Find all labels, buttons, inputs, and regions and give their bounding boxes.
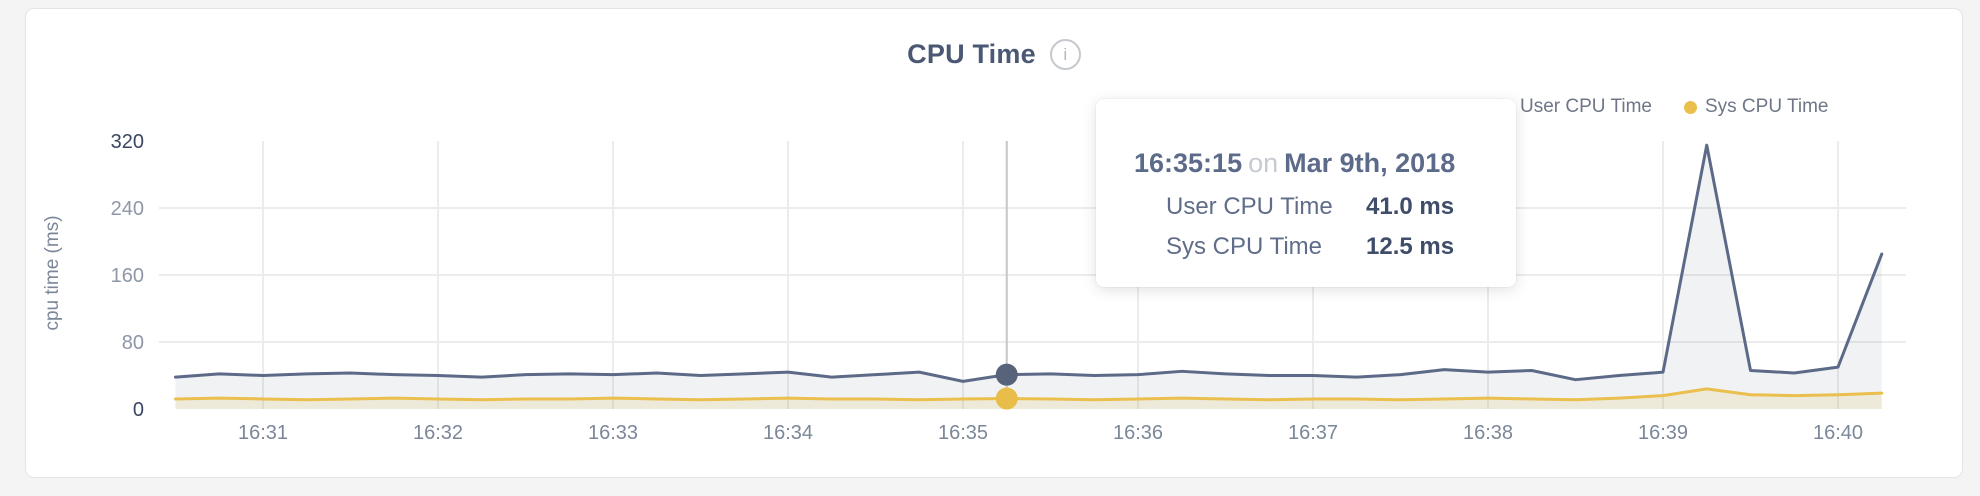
- tooltip-date: Mar 9th, 2018: [1284, 148, 1456, 178]
- hover-point-user: [995, 363, 1018, 386]
- y-tick-label: 80: [122, 332, 144, 354]
- y-tick-label: 160: [111, 265, 144, 287]
- x-tick-label: 16:36: [1113, 422, 1163, 444]
- tooltip-rows: User CPU Time 41.0 ms Sys CPU Time 12.5 …: [1134, 187, 1516, 267]
- x-tick-label: 16:39: [1638, 422, 1688, 444]
- tooltip-conjunction: on: [1248, 148, 1279, 178]
- tooltip-row-user: User CPU Time 41.0 ms: [1134, 187, 1516, 227]
- y-tick-label: 320: [111, 131, 144, 153]
- tooltip-header: 16:35:15 on Mar 9th, 2018: [1134, 147, 1516, 179]
- chart-card: CPU Time i User CPU Time Sys CPU Time cp…: [25, 8, 1963, 478]
- chart-legend: User CPU Time Sys CPU Time: [1499, 96, 1829, 118]
- chart-title: CPU Time: [907, 39, 1036, 69]
- legend-label-user: User CPU Time: [1520, 96, 1652, 117]
- x-tick-label: 16:34: [763, 422, 813, 444]
- x-tick-label: 16:33: [588, 422, 638, 444]
- user-cpu-line: [174, 143, 1884, 383]
- legend-item-sys-cpu[interactable]: Sys CPU Time: [1683, 96, 1829, 118]
- legend-label-sys: Sys CPU Time: [1704, 96, 1829, 117]
- y-tick-label: 240: [111, 198, 144, 220]
- x-tick-label: 16:35: [938, 422, 988, 444]
- tooltip-row-sys: Sys CPU Time 12.5 ms: [1134, 227, 1516, 267]
- legend-item-user-cpu[interactable]: User CPU Time: [1499, 96, 1652, 118]
- tooltip-user-value: 41.0 ms: [1366, 193, 1455, 220]
- sys-cpu-line: [174, 387, 1884, 402]
- tooltip-sys-value: 12.5 ms: [1366, 233, 1455, 260]
- chart-header: CPU Time i: [26, 39, 1962, 70]
- chart-canvas[interactable]: 0 80 160 240 320 16:31 16:32 16:33 16:34 16:35 16:…: [26, 9, 1960, 475]
- tooltip-time: 16:35:15: [1134, 148, 1243, 178]
- x-tick-label: 16:38: [1463, 422, 1513, 444]
- x-tick-label: 16:31: [238, 422, 288, 444]
- y-tick-label: 0: [133, 399, 144, 421]
- x-tick-label: 16:32: [413, 422, 463, 444]
- info-icon[interactable]: i: [1049, 39, 1081, 70]
- user-cpu-area: [175, 145, 1882, 409]
- tooltip-user-label: User CPU Time: [1166, 193, 1333, 220]
- sys-series-dot-icon: [1683, 100, 1697, 114]
- chart-tooltip: 16:35:15 on Mar 9th, 2018 User CPU Time 41…: [1096, 99, 1516, 287]
- hover-point-sys: [995, 387, 1018, 410]
- x-tick-label: 16:40: [1813, 422, 1863, 444]
- x-tick-label: 16:37: [1288, 422, 1338, 444]
- tooltip-sys-label: Sys CPU Time: [1166, 233, 1323, 260]
